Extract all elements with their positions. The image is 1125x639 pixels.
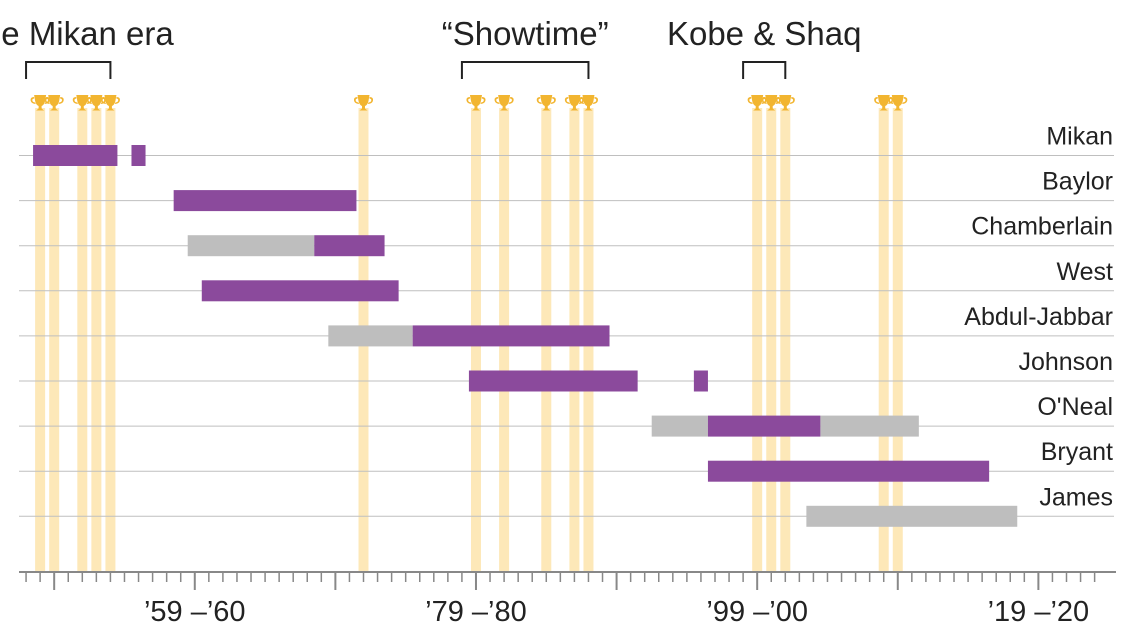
- player-bars: [33, 145, 1018, 527]
- player-label: Abdul-Jabbar: [964, 303, 1113, 331]
- era-bracket: [25, 61, 112, 79]
- player-bar: [651, 415, 708, 437]
- trophy-shape: [466, 95, 486, 111]
- trophy-icon: [888, 95, 908, 111]
- trophy-icon: [353, 95, 374, 111]
- player-bar: [412, 325, 610, 347]
- era-label: “Showtime”: [442, 15, 609, 52]
- player-label: Johnson: [1018, 348, 1113, 376]
- player-label: James: [1039, 483, 1113, 511]
- trophy-icons: [30, 95, 908, 111]
- trophy-shape: [44, 95, 64, 111]
- championship-band: [892, 108, 903, 572]
- x-axis: ’59 –’60 ’79 –’80 ’99 –’00 ’19 –’20: [19, 571, 1116, 628]
- championship-band: [49, 108, 60, 572]
- x-tick-label: ’59 –’60: [144, 596, 246, 628]
- player-bar: [201, 280, 399, 302]
- era-brackets: The Mikan era “Showtime” Kobe & Shaq: [0, 15, 861, 79]
- player-bar: [314, 235, 385, 257]
- trophy-shape: [888, 95, 908, 111]
- player-label: Bryant: [1041, 438, 1113, 466]
- championship-band: [766, 108, 777, 572]
- player-bar: [328, 325, 413, 347]
- player-bar: [806, 505, 1018, 527]
- player-bar: [468, 370, 638, 392]
- trophy-icon: [100, 95, 120, 111]
- player-label: O'Neal: [1037, 393, 1113, 421]
- player-bar: [33, 145, 118, 166]
- player-bar: [173, 190, 357, 212]
- trophy-icon: [536, 95, 556, 111]
- trophy-icon: [494, 95, 514, 111]
- trophy-shape: [353, 95, 374, 111]
- x-tick-label: ’99 –’00: [706, 596, 808, 628]
- player-label: Chamberlain: [971, 213, 1113, 241]
- trophy-icon: [775, 95, 795, 111]
- player-label: Baylor: [1042, 168, 1113, 196]
- championship-band: [780, 108, 791, 572]
- era-label: Kobe & Shaq: [667, 15, 862, 52]
- player-bar: [187, 235, 315, 257]
- trophy-shape: [536, 95, 556, 111]
- championship-band: [91, 108, 102, 572]
- championship-band: [35, 108, 46, 572]
- player-bar: [707, 460, 990, 482]
- trophy-shape: [494, 95, 514, 111]
- trophy-shape: [100, 95, 120, 111]
- era-bracket: [460, 61, 590, 79]
- player-label: West: [1057, 258, 1114, 286]
- player-bar: [693, 370, 708, 392]
- trophy-icon: [578, 95, 599, 111]
- trophy-shape: [775, 95, 795, 111]
- championship-band: [77, 108, 88, 572]
- x-tick-label: ’19 –’20: [988, 596, 1090, 628]
- trophy-icon: [466, 95, 486, 111]
- trophy-shape: [578, 95, 599, 111]
- player-bar: [820, 415, 919, 437]
- championship-band: [878, 108, 889, 572]
- era-label: The Mikan era: [0, 15, 174, 52]
- championship-band: [752, 108, 763, 572]
- trophy-icon: [44, 95, 64, 111]
- x-tick-label: ’79 –’80: [425, 596, 527, 628]
- player-label: Mikan: [1046, 123, 1113, 151]
- player-labels: Mikan Baylor Chamberlain West Abdul-Jabbar Jo…: [964, 123, 1113, 512]
- era-bracket: [742, 61, 787, 79]
- player-bar: [707, 415, 821, 437]
- player-bar: [131, 145, 146, 166]
- championship-band: [105, 108, 116, 572]
